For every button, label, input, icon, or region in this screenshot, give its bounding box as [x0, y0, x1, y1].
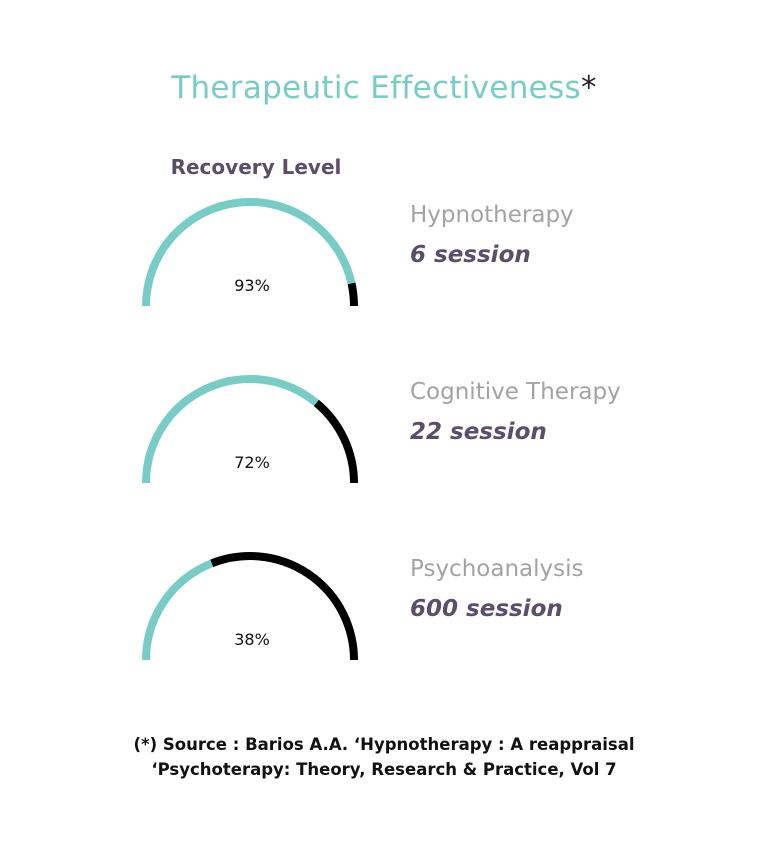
source-line: ‘Psychoterapy: Theory, Research & Practi…: [151, 760, 617, 779]
gauge-percent-label: 72%: [234, 453, 270, 472]
therapy-name: Cognitive Therapy: [410, 379, 621, 405]
therapy-sessions: 22 session: [410, 419, 547, 445]
therapy-name: Psychoanalysis: [410, 556, 584, 582]
title-text: Therapeutic Effectiveness: [171, 70, 581, 106]
gauge-percent-label: 38%: [234, 630, 270, 649]
gauge-psychoanalysis: [142, 552, 358, 661]
gauge-row-cognitive-therapy: 72% Cognitive Therapy 22 session: [0, 367, 768, 517]
source-note: (*) Source : Barios A.A. ‘Hypnotherapy :…: [0, 732, 768, 782]
recovery-level-label: Recovery Level: [170, 155, 342, 179]
chart-title: Therapeutic Effectiveness*: [0, 70, 768, 106]
gauge-cognitive-therapy: [142, 375, 358, 484]
gauge-row-hypnotherapy: 93% Hypnotherapy 6 session: [0, 190, 768, 340]
therapy-sessions: 6 session: [410, 242, 531, 268]
gauge-percent-label: 93%: [234, 276, 270, 295]
gauge-value-arc: [142, 375, 319, 484]
therapy-name: Hypnotherapy: [410, 202, 574, 228]
gauge-value-arc: [142, 198, 356, 307]
gauge-track: [347, 282, 359, 307]
gauge-track: [210, 552, 358, 661]
title-asterisk: *: [580, 70, 597, 106]
gauge-hypnotherapy: [142, 198, 359, 307]
therapy-sessions: 600 session: [410, 596, 563, 622]
gauge-value-arc: [142, 559, 214, 661]
gauge-row-psychoanalysis: 38% Psychoanalysis 600 session: [0, 544, 768, 694]
source-line: (*) Source : Barios A.A. ‘Hypnotherapy :…: [133, 735, 635, 754]
gauge-track: [313, 399, 358, 484]
